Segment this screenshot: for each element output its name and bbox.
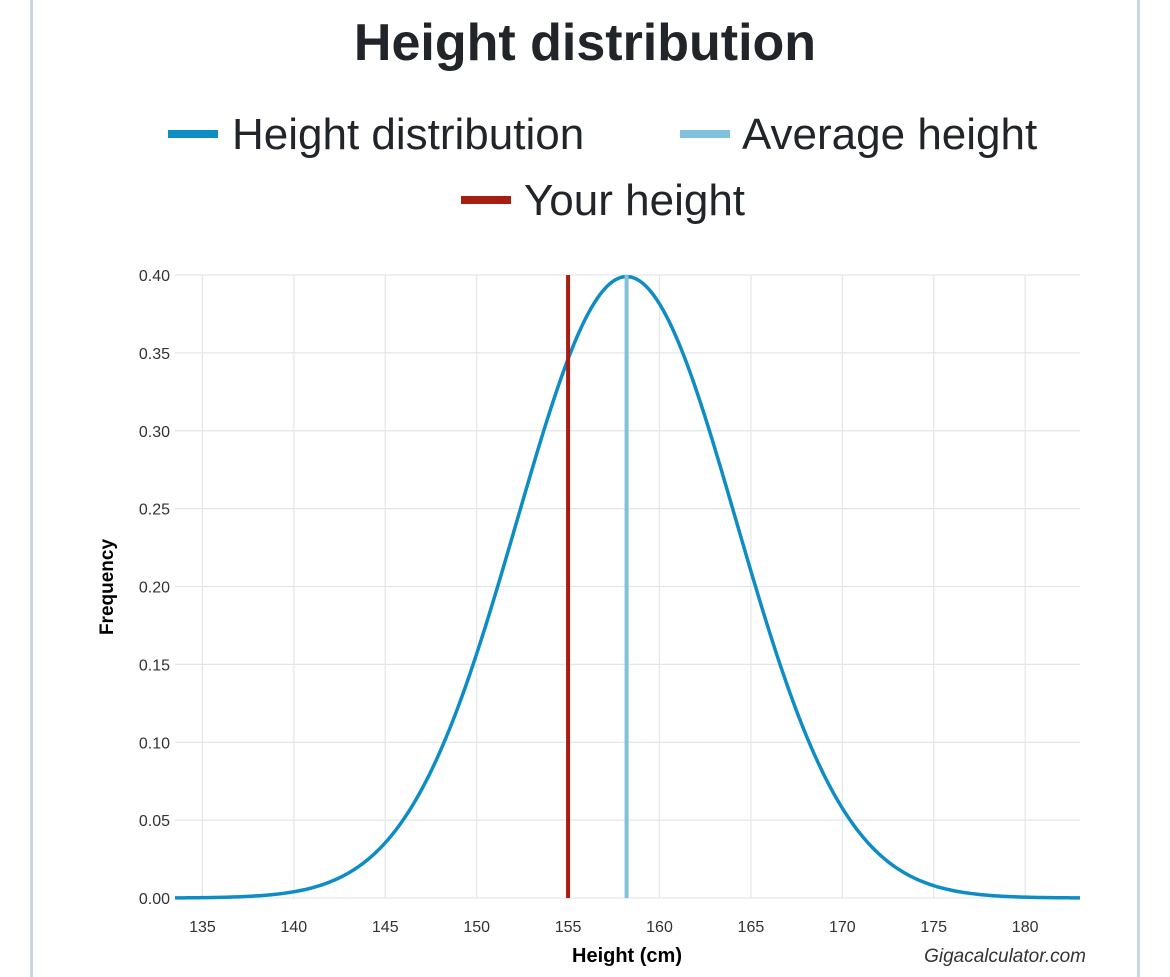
y-axis-label: Frequency	[97, 539, 118, 636]
y-tick-label: 0.25	[139, 502, 170, 519]
x-tick-label: 140	[280, 919, 307, 936]
x-tick-label: 145	[372, 919, 399, 936]
y-tick-label: 0.30	[139, 424, 170, 441]
chart-title: Height distribution	[354, 14, 816, 72]
y-axis-ticks: 0.00 0.05 0.10 0.15 0.20 0.25 0.30 0.35 0.40	[139, 268, 170, 908]
legend-label: Your height	[524, 176, 745, 225]
x-tick-label: 160	[646, 919, 673, 936]
y-tick-label: 0.20	[139, 580, 170, 597]
y-tick-label: 0.15	[139, 657, 170, 674]
frame-border-right	[1137, 0, 1140, 977]
x-tick-label: 180	[1012, 919, 1039, 936]
y-tick-label: 0.35	[139, 346, 170, 363]
y-tick-label: 0.40	[139, 268, 170, 285]
legend-label: Average height	[742, 110, 1037, 159]
legend-swatch	[461, 196, 511, 204]
chart-legend: Height distribution Average height Your he…	[168, 110, 1037, 225]
x-axis-label: Height (cm)	[572, 945, 682, 967]
frame-border-left	[30, 0, 33, 977]
x-tick-label: 155	[555, 919, 582, 936]
x-axis-ticks: 135 140 145 150 155 160 165 170 175 180	[189, 919, 1039, 936]
y-tick-label: 0.10	[139, 735, 170, 752]
y-tick-label: 0.05	[139, 813, 170, 830]
x-tick-label: 165	[738, 919, 765, 936]
chart-series	[174, 274, 1081, 900]
y-tick-label: 0.00	[139, 891, 170, 908]
x-tick-label: 150	[463, 919, 490, 936]
x-tick-label: 170	[829, 919, 856, 936]
legend-swatch	[680, 130, 730, 138]
x-tick-label: 135	[189, 919, 216, 936]
x-tick-label: 175	[920, 919, 947, 936]
legend-label: Height distribution	[232, 110, 584, 159]
chart-credit: Gigacalculator.com	[924, 946, 1086, 967]
legend-swatch	[168, 130, 218, 138]
